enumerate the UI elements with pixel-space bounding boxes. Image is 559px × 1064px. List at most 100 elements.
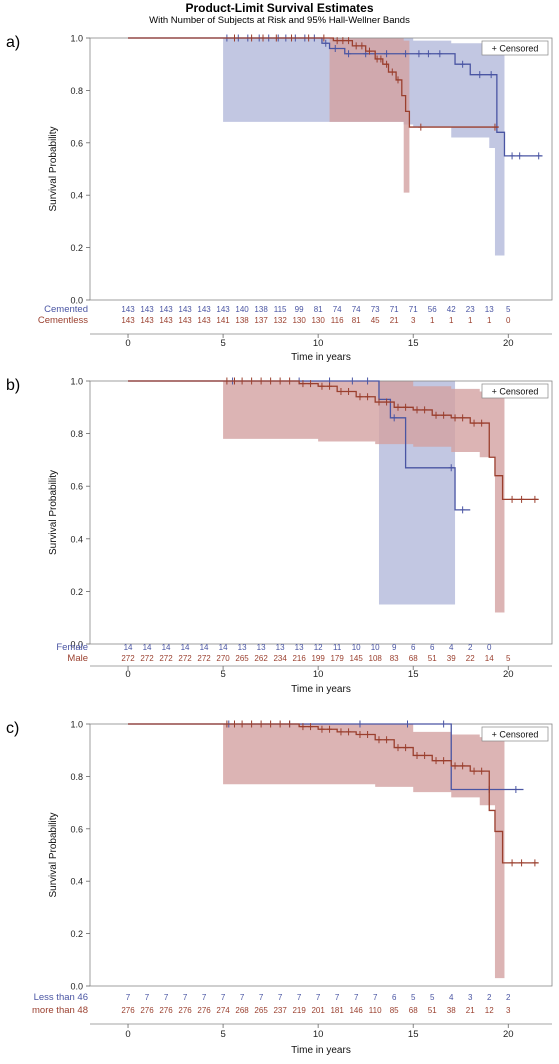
censored-mark <box>384 50 390 58</box>
risk-count: 81 <box>314 305 323 314</box>
risk-count: 270 <box>216 654 230 663</box>
risk-count: 23 <box>466 305 475 314</box>
censored-mark <box>231 34 237 42</box>
x-tick-label: 0 <box>125 338 130 349</box>
risk-count: 2 <box>506 993 511 1002</box>
risk-count: 3 <box>411 316 416 325</box>
censored-mark <box>448 464 454 472</box>
censored-mark <box>273 34 279 42</box>
x-tick-label: 15 <box>408 669 419 680</box>
censored-mark <box>308 723 314 731</box>
risk-count: 138 <box>254 305 268 314</box>
risk-count: 5 <box>430 993 435 1002</box>
censored-mark <box>414 751 420 759</box>
censored-mark <box>365 377 371 385</box>
risk-count: 14 <box>124 643 133 652</box>
censored-mark <box>357 720 363 728</box>
risk-count: 7 <box>335 993 340 1002</box>
risk-count: 115 <box>274 305 287 314</box>
risk-count: 85 <box>390 1006 399 1015</box>
y-tick-label: 0.4 <box>70 877 83 887</box>
risk-count: 130 <box>292 316 306 325</box>
risk-count: 0 <box>487 643 492 652</box>
risk-count: 262 <box>254 654 268 663</box>
risk-count: 143 <box>159 316 173 325</box>
risk-count: 272 <box>159 654 173 663</box>
risk-count: 56 <box>428 305 437 314</box>
risk-count: 12 <box>485 1006 494 1015</box>
risk-count: 143 <box>197 305 211 314</box>
censored-mark <box>433 757 439 765</box>
risk-count: 74 <box>352 305 361 314</box>
censored-mark <box>334 37 340 45</box>
risk-count: 3 <box>506 1006 511 1015</box>
risk-count: 272 <box>121 654 135 663</box>
censored-mark <box>306 34 312 42</box>
risk-count: 45 <box>371 316 380 325</box>
censored-mark <box>346 50 352 58</box>
censored-mark <box>231 377 237 385</box>
risk-count: 7 <box>278 993 283 1002</box>
risk-count: 4 <box>449 993 454 1002</box>
censored-mark <box>509 152 515 160</box>
y-tick-label: 0.8 <box>70 86 83 96</box>
x-tick-label: 20 <box>503 338 514 349</box>
censored-mark <box>532 859 538 867</box>
censored-mark <box>460 506 466 514</box>
censored-mark <box>289 34 295 42</box>
risk-count: 13 <box>295 643 304 652</box>
y-axis-title: Survival Probability <box>48 470 59 555</box>
censored-mark <box>414 406 420 414</box>
censored-mark <box>384 60 390 68</box>
risk-count: 143 <box>197 316 211 325</box>
censored-mark <box>287 377 293 385</box>
risk-count: 74 <box>333 305 342 314</box>
y-tick-label: 0.2 <box>70 929 83 939</box>
censored-mark <box>327 382 333 390</box>
risk-count: 13 <box>257 643 266 652</box>
censored-mark <box>532 495 538 503</box>
risk-count: 276 <box>178 1006 192 1015</box>
censored-mark <box>327 725 333 733</box>
x-tick-label: 5 <box>220 338 225 349</box>
risk-count: 268 <box>235 1006 249 1015</box>
censored-mark <box>460 762 466 770</box>
y-tick-label: 0.2 <box>70 243 83 253</box>
y-tick-label: 0.0 <box>70 640 83 650</box>
censored-mark <box>437 50 443 58</box>
censored-mark <box>479 419 485 427</box>
censored-mark <box>519 495 525 503</box>
censored-mark <box>349 377 355 385</box>
legend-box <box>481 726 549 742</box>
risk-count: 272 <box>140 654 154 663</box>
censored-mark <box>517 152 523 160</box>
confidence-band-cementless <box>329 38 410 193</box>
y-tick-label: 0.8 <box>70 772 83 782</box>
risk-count: 6 <box>392 993 397 1002</box>
risk-count: 51 <box>428 654 437 663</box>
legend-censored: + Censored <box>492 387 539 397</box>
censored-mark <box>224 720 230 728</box>
y-tick-label: 0.6 <box>70 138 83 148</box>
risk-count: 137 <box>254 316 268 325</box>
censored-mark <box>384 736 390 744</box>
censored-mark <box>441 720 447 728</box>
censored-mark <box>338 728 344 736</box>
censored-mark <box>519 859 525 867</box>
x-tick-label: 10 <box>313 1029 324 1040</box>
risk-count: 7 <box>202 993 207 1002</box>
survival-curve-female <box>128 380 471 511</box>
censored-mark <box>477 71 483 79</box>
y-tick-label: 1.0 <box>70 377 83 387</box>
panel-b-label: b) <box>6 377 21 394</box>
censored-mark <box>249 720 255 728</box>
x-tick-label: 15 <box>408 338 419 349</box>
x-tick-label: 5 <box>220 669 225 680</box>
risk-count: 108 <box>369 654 383 663</box>
risk-count: 219 <box>292 1006 306 1015</box>
risk-row-label: Cementless <box>38 315 88 326</box>
risk-count: 237 <box>273 1006 287 1015</box>
x-tick-label: 0 <box>125 1029 130 1040</box>
censored-mark <box>403 50 409 58</box>
